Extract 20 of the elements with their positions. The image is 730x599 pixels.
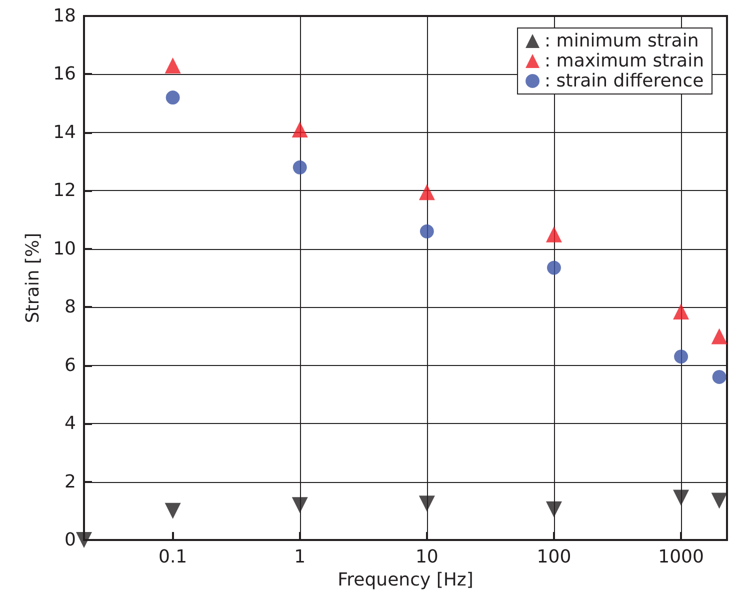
y-tick-label: 14 <box>53 122 76 143</box>
y-tick-label: 12 <box>53 180 76 202</box>
y-tick-label: 8 <box>64 296 76 318</box>
x-tick-label: 1 <box>294 546 306 568</box>
y-tick-label: 2 <box>64 471 76 492</box>
y-tick-label: 0 <box>64 530 76 550</box>
y-tick-label: 10 <box>53 238 76 260</box>
y-tick-label: 18 <box>53 6 76 26</box>
x-tick-label: 1000 <box>658 546 704 568</box>
y-tick-label: 6 <box>64 354 76 376</box>
legend-label: : minimum strain <box>544 30 699 52</box>
x-axis-title: Frequency [Hz] <box>338 569 474 590</box>
x-tick-label: 100 <box>536 546 572 568</box>
legend-label: : maximum strain <box>544 50 704 72</box>
x-tick-label: 0.1 <box>158 546 188 568</box>
x-tick-label: 10 <box>415 546 438 568</box>
y-axis-title: Strain [%] <box>22 232 44 324</box>
y-tick-label: 4 <box>64 413 76 434</box>
y-tick-label: 16 <box>53 64 76 85</box>
legend-label: : strain difference <box>544 70 704 92</box>
